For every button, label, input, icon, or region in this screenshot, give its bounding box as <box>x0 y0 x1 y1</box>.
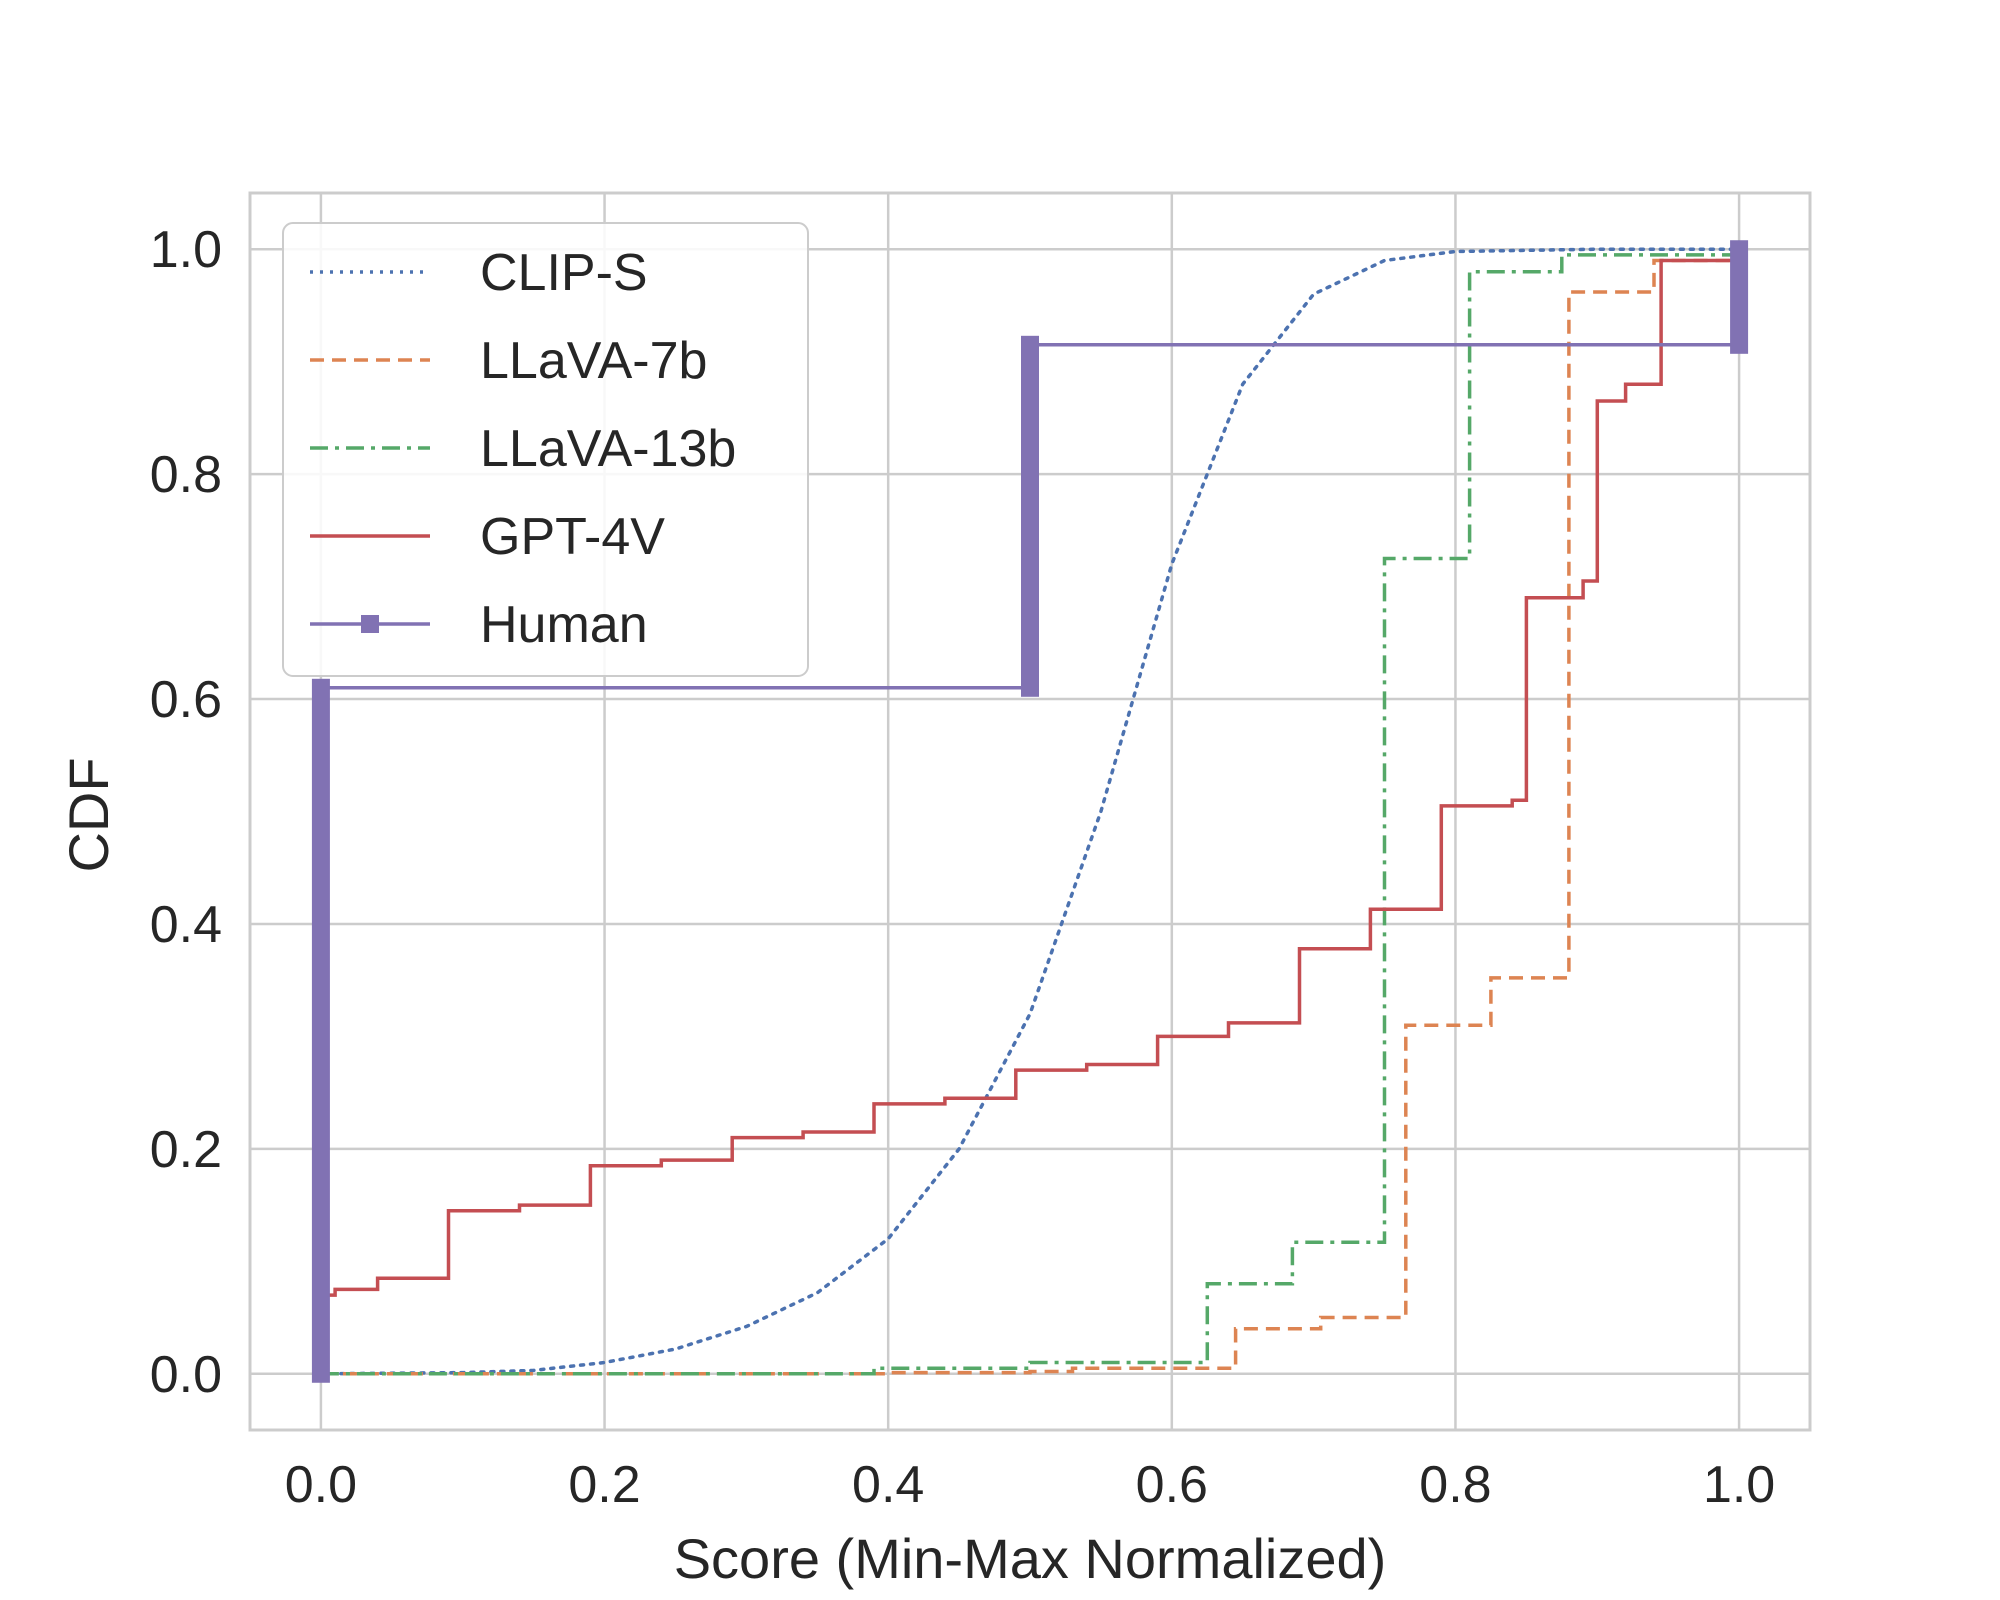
x-tick-label: 0.6 <box>1136 1456 1208 1514</box>
y-tick-label: 1.0 <box>150 221 222 279</box>
legend-label-gpt-4v: GPT-4V <box>480 508 665 566</box>
y-tick-label: 0.6 <box>150 671 222 729</box>
series-human-marker-2 <box>1730 240 1749 354</box>
x-tick-label: 1.0 <box>1703 1456 1775 1514</box>
legend-label-llava-13b: LLaVA-13b <box>480 420 736 478</box>
y-tick-label: 0.8 <box>150 446 222 504</box>
legend-label-llava-7b: LLaVA-7b <box>480 332 707 390</box>
y-axis-ticks: 0.0 0.2 0.4 0.6 0.8 1.0 <box>150 221 222 1404</box>
legend: CLIP-S LLaVA-7b LLaVA-13b GPT-4V Human <box>282 222 809 677</box>
legend-label-clip-s: CLIP-S <box>480 244 648 302</box>
y-tick-label: 0.4 <box>150 896 222 954</box>
x-axis-ticks: 0.0 0.2 0.4 0.6 0.8 1.0 <box>285 1456 1775 1514</box>
series-human-marker-1 <box>1021 335 1039 697</box>
y-tick-label: 0.2 <box>150 1121 222 1179</box>
plot-frame <box>248 191 1812 1432</box>
legend-marker-human <box>361 615 379 633</box>
series-human-marker-0 <box>311 678 330 1383</box>
series-clip-s-line <box>319 247 1741 1376</box>
x-tick-label: 0.2 <box>568 1456 640 1514</box>
series-llava-13b-line <box>320 253 1740 1376</box>
y-axis-label: CDF <box>57 757 120 872</box>
series-gpt-4v-line <box>320 258 1740 1297</box>
x-tick-label: 0.8 <box>1419 1456 1491 1514</box>
plot-lines <box>311 240 1749 1383</box>
x-tick-label: 0.4 <box>852 1456 924 1514</box>
legend-label-human: Human <box>480 596 648 654</box>
legend-box <box>282 222 809 677</box>
series-llava-7b-line <box>320 258 1740 1376</box>
x-axis-label: Score (Min-Max Normalized) <box>674 1527 1387 1590</box>
x-tick-label: 0.0 <box>285 1456 357 1514</box>
y-tick-label: 0.0 <box>150 1346 222 1404</box>
